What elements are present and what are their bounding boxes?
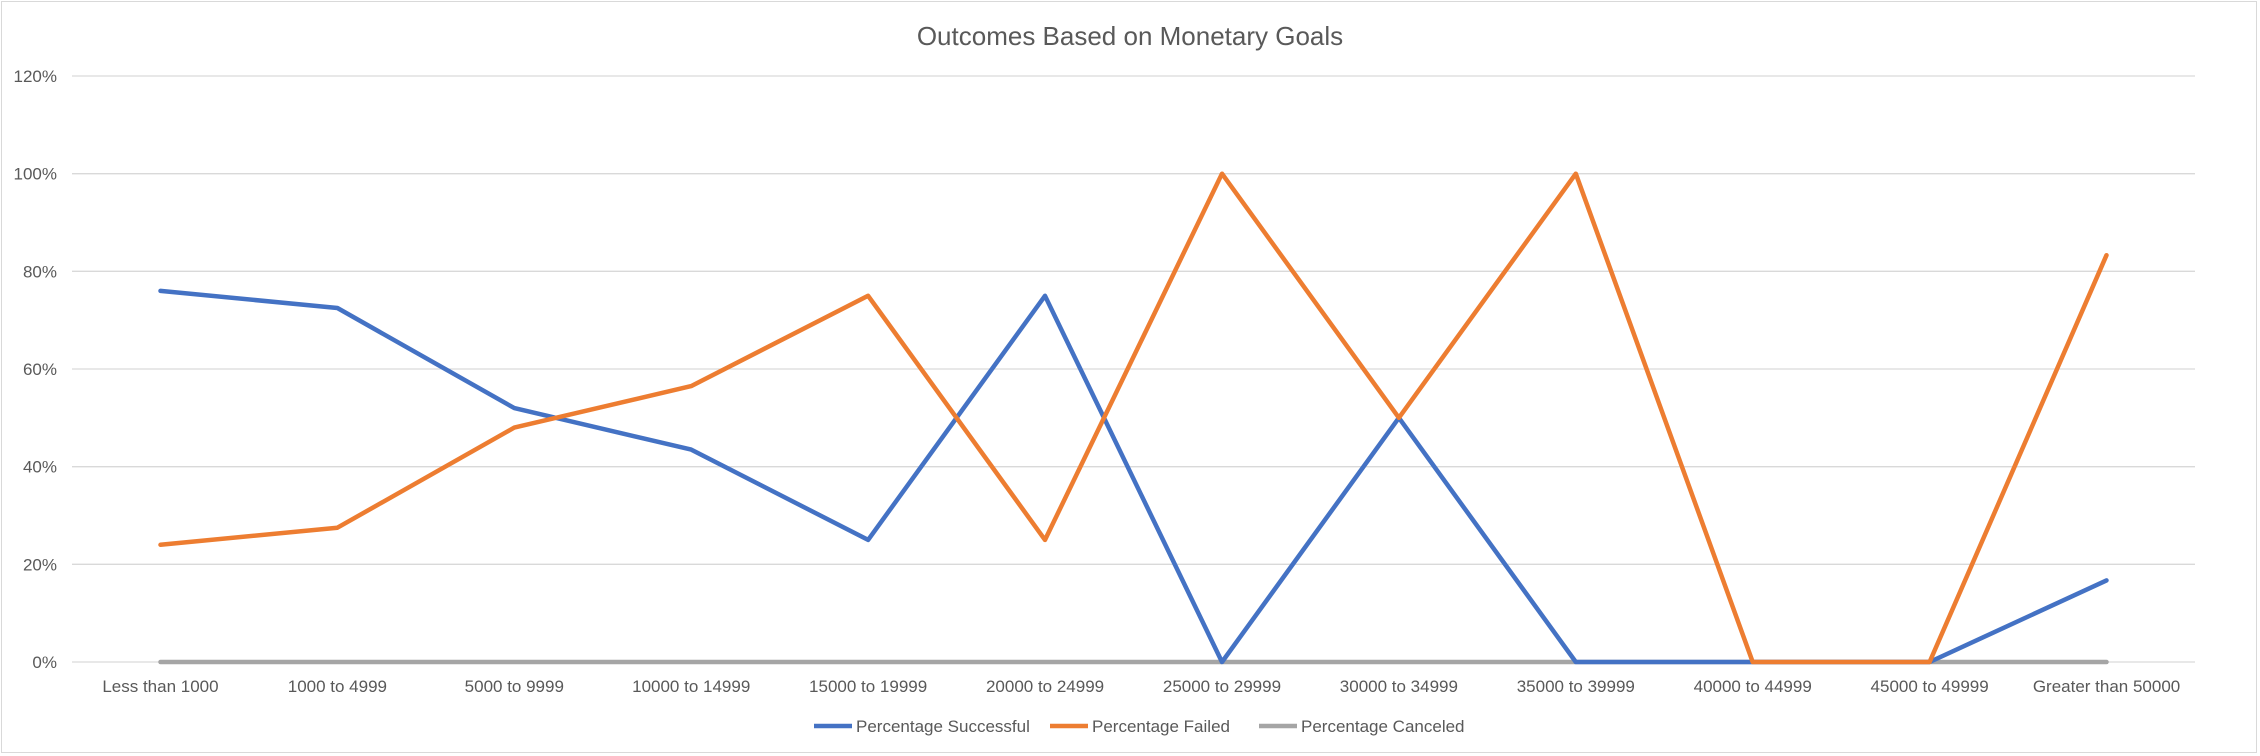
series-line-percentage-successful [158,288,2109,665]
plot-area [158,171,2109,665]
y-tick-label: 20% [23,555,57,574]
x-tick-label: 30000 to 34999 [1340,677,1458,696]
y-tick-label: 100% [14,165,57,184]
chart-title: Outcomes Based on Monetary Goals [917,21,1343,51]
x-tick-label: Greater than 50000 [2033,677,2180,696]
y-tick-label: 80% [23,262,57,281]
y-tick-label: 120% [14,67,57,86]
x-axis: Less than 1000 1000 to 4999 5000 to 9999 10… [102,677,2180,696]
x-tick-label: 10000 to 14999 [632,677,750,696]
x-tick-label: 45000 to 49999 [1871,677,1989,696]
legend: Percentage Successful Percentage Failed Pe… [814,717,1465,736]
y-tick-label: 40% [23,458,57,477]
legend-label: Percentage Successful [856,717,1030,736]
x-tick-label: 25000 to 29999 [1163,677,1281,696]
x-tick-label: 35000 to 39999 [1517,677,1635,696]
x-tick-label: 5000 to 9999 [465,677,564,696]
x-tick-label: 15000 to 19999 [809,677,927,696]
gridlines [72,75,2195,663]
legend-label: Percentage Failed [1092,717,1230,736]
x-tick-label: Less than 1000 [102,677,218,696]
x-tick-label: 1000 to 4999 [288,677,387,696]
y-tick-label: 60% [23,360,57,379]
legend-label: Percentage Canceled [1301,717,1465,736]
x-tick-label: 40000 to 44999 [1694,677,1812,696]
series-line-percentage-failed [158,171,2109,665]
y-tick-label: 0% [32,653,57,672]
x-tick-label: 20000 to 24999 [986,677,1104,696]
y-axis: 0% 20% 40% 60% 80% 100% 120% [14,67,57,672]
